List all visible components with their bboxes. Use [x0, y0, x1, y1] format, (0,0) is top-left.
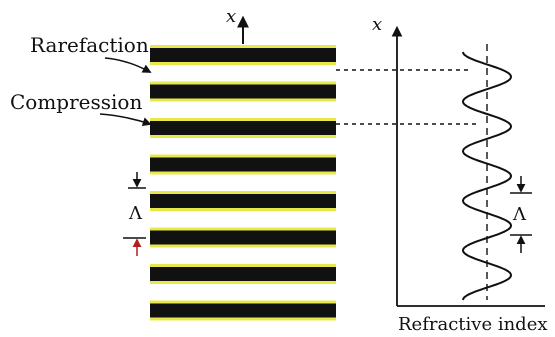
- compression-annotation: Compression: [10, 90, 152, 126]
- rarefaction-pointer-arrow: [104, 57, 152, 73]
- refractive-index-profile-curve: [461, 51, 513, 301]
- compression-band: [150, 230, 336, 245]
- index-axis-label: Refractive index: [398, 314, 548, 335]
- profile-axes: x Refractive index: [372, 14, 548, 335]
- compression-band: [150, 194, 336, 208]
- compression-band: [150, 121, 336, 135]
- rarefaction-annotation: Rarefaction: [30, 33, 152, 73]
- compression-band: [150, 84, 336, 99]
- left-x-axis-label: x: [226, 6, 236, 27]
- compression-label: Compression: [10, 90, 142, 114]
- right-period-label: Λ: [512, 204, 527, 225]
- rarefaction-label: Rarefaction: [30, 33, 149, 57]
- acoustic-wave-bands: [150, 45, 336, 321]
- compression-band: [150, 48, 336, 62]
- left-x-axis: x: [226, 6, 249, 44]
- compression-pointer-arrow: [99, 113, 152, 126]
- compression-band: [150, 303, 336, 318]
- dotted-connectors: [336, 69, 480, 125]
- right-x-axis-label: x: [372, 14, 382, 35]
- compression-band: [150, 267, 336, 281]
- left-period-label: Λ: [128, 203, 143, 224]
- compression-band: [150, 157, 336, 172]
- left-period-marker: Λ: [123, 172, 146, 256]
- right-period-marker: Λ: [510, 176, 532, 253]
